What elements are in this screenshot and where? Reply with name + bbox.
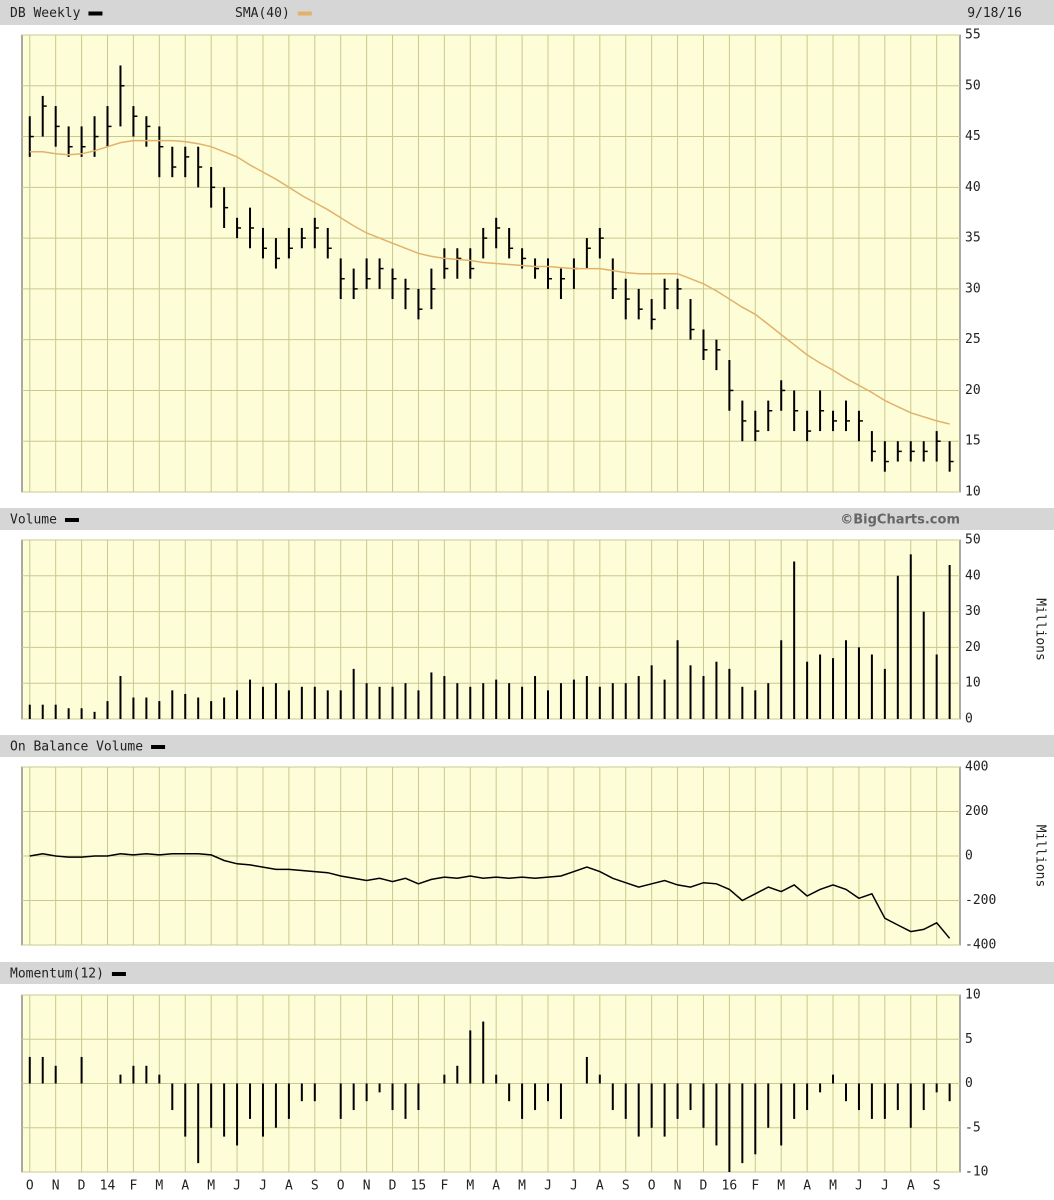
x-tick-label: N <box>52 1179 60 1194</box>
legend-label: On Balance Volume <box>10 740 143 755</box>
x-tick-label: S <box>311 1179 319 1194</box>
x-tick-label: F <box>130 1179 138 1194</box>
x-tick-label: A <box>181 1179 189 1194</box>
y-tick-label: 400 <box>965 760 988 775</box>
y-axis-label: Millions <box>1033 825 1048 888</box>
y-tick-label: 55 <box>965 28 981 43</box>
x-tick-label: D <box>700 1179 708 1194</box>
y-axis-label: Millions <box>1033 598 1048 661</box>
x-tick-label: A <box>285 1179 293 1194</box>
y-tick-label: -5 <box>965 1120 981 1135</box>
x-tick-label: A <box>803 1179 811 1194</box>
x-tick-label: M <box>518 1179 526 1194</box>
x-tick-label: S <box>933 1179 941 1194</box>
y-tick-label: 40 <box>965 180 981 195</box>
series-line <box>29 139 950 425</box>
legend-swatch <box>88 11 103 16</box>
x-tick-label: O <box>337 1179 345 1194</box>
x-tick-label: J <box>855 1179 863 1194</box>
legend-label: Momentum(12) <box>10 967 104 982</box>
x-tick-label: O <box>26 1179 34 1194</box>
panel-header <box>0 962 1054 984</box>
x-tick-label: 16 <box>722 1179 738 1194</box>
y-tick-label: 0 <box>965 849 973 864</box>
x-tick-label: M <box>777 1179 785 1194</box>
legend-label: DB Weekly <box>10 6 81 21</box>
x-tick-label: S <box>622 1179 630 1194</box>
y-tick-label: 15 <box>965 434 981 449</box>
legend-label: SMA(40) <box>235 6 290 21</box>
x-tick-label: J <box>570 1179 578 1194</box>
y-tick-label: 20 <box>965 640 981 655</box>
series-line <box>29 853 951 939</box>
x-tick-label: D <box>389 1179 397 1194</box>
y-tick-label: -10 <box>965 1165 988 1180</box>
x-tick-label: J <box>233 1179 241 1194</box>
x-tick-label: N <box>674 1179 682 1194</box>
y-tick-label: -200 <box>965 893 996 908</box>
x-tick-label: J <box>881 1179 889 1194</box>
y-tick-label: 50 <box>965 533 981 548</box>
x-tick-label: A <box>907 1179 915 1194</box>
panel-header <box>0 508 1054 530</box>
x-tick-label: F <box>751 1179 759 1194</box>
panel-header <box>0 735 1054 757</box>
date-label: 9/18/16 <box>967 6 1022 21</box>
legend-swatch <box>111 972 126 976</box>
legend-swatch <box>64 518 79 522</box>
legend-swatch <box>151 745 166 749</box>
x-tick-label: M <box>829 1179 837 1194</box>
credit: ©BigCharts.com <box>840 513 960 528</box>
y-tick-label: 10 <box>965 485 981 500</box>
x-tick-label: A <box>492 1179 500 1194</box>
y-tick-label: 0 <box>965 712 973 727</box>
y-tick-label: 30 <box>965 604 981 619</box>
x-tick-label: F <box>440 1179 448 1194</box>
x-tick-label: 14 <box>100 1179 116 1194</box>
y-tick-label: 5 <box>965 1032 973 1047</box>
x-tick-label: M <box>207 1179 215 1194</box>
y-tick-label: 0 <box>965 1076 973 1091</box>
y-tick-label: 25 <box>965 332 981 347</box>
x-tick-label: O <box>648 1179 656 1194</box>
x-tick-label: J <box>544 1179 552 1194</box>
x-tick-label: 15 <box>411 1179 427 1194</box>
panel-header <box>0 0 1054 25</box>
y-tick-label: 200 <box>965 804 988 819</box>
legend-swatch <box>297 11 312 16</box>
x-tick-label: M <box>466 1179 474 1194</box>
x-tick-label: D <box>78 1179 86 1194</box>
y-tick-label: 50 <box>965 78 981 93</box>
y-tick-label: 40 <box>965 568 981 583</box>
x-tick-label: A <box>596 1179 604 1194</box>
y-tick-label: 30 <box>965 281 981 296</box>
y-tick-label: 10 <box>965 676 981 691</box>
plot-area <box>21 539 961 720</box>
y-tick-label: 10 <box>965 988 981 1003</box>
y-tick-label: 45 <box>965 129 981 144</box>
legend-label: Volume <box>10 513 57 528</box>
x-tick-label: M <box>155 1179 163 1194</box>
y-tick-label: 20 <box>965 383 981 398</box>
y-tick-label: 35 <box>965 231 981 246</box>
x-tick-label: J <box>259 1179 267 1194</box>
x-tick-label: N <box>363 1179 371 1194</box>
y-tick-label: -400 <box>965 938 996 953</box>
